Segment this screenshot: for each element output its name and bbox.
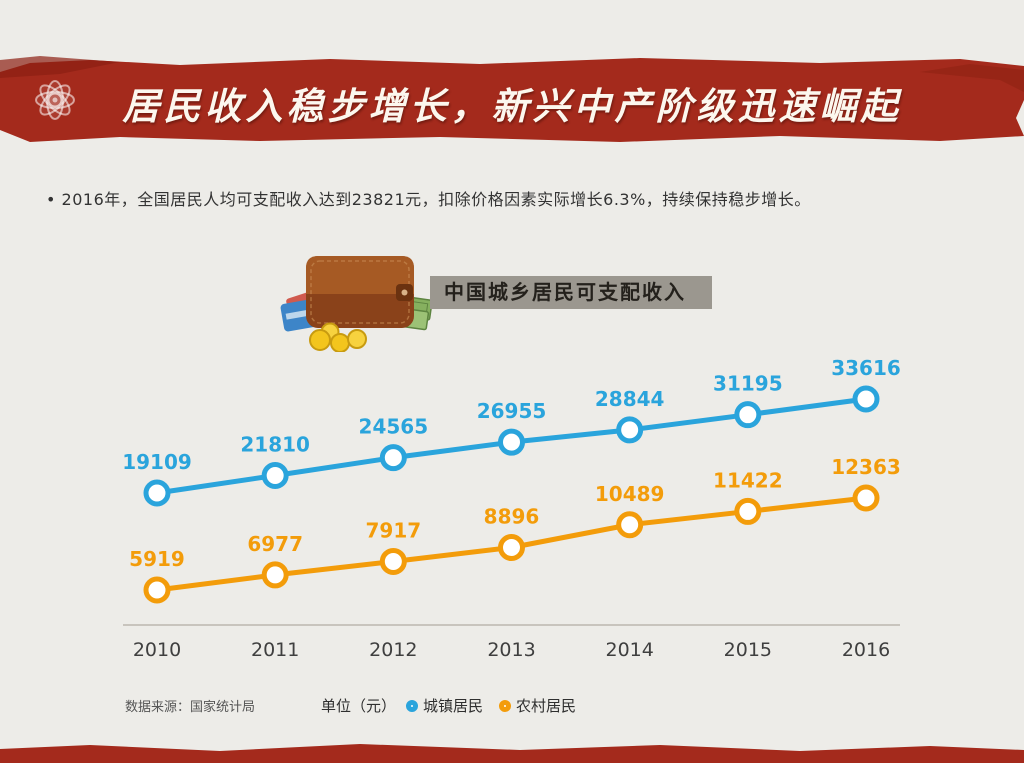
x-tick-label: 2010 <box>133 639 181 661</box>
flower-ornament-icon <box>35 80 75 120</box>
value-label: 5919 <box>129 547 185 571</box>
data-point <box>379 547 407 575</box>
value-label: 11422 <box>713 468 783 492</box>
legend-item-rural: 农村居民 <box>499 695 576 716</box>
data-source-label: 数据来源：国家统计局 <box>125 700 256 715</box>
data-point <box>616 511 644 539</box>
value-label: 31195 <box>713 372 783 396</box>
data-point <box>498 533 525 561</box>
data-point <box>852 385 880 413</box>
value-label: 26955 <box>477 399 547 423</box>
data-point <box>143 576 171 604</box>
value-label: 33616 <box>831 356 901 380</box>
series-line <box>156 495 867 593</box>
data-point <box>852 484 880 512</box>
footer-row: 数据来源：国家统计局 单位（元） 城镇居民 农村居民 <box>125 695 588 716</box>
value-label: 8896 <box>484 504 540 528</box>
chart-title-box: 中国城乡居民可支配收入 <box>430 276 712 309</box>
x-tick-label: 2014 <box>605 639 653 661</box>
value-label: 6977 <box>247 532 303 556</box>
wallet-money-icon <box>280 256 433 352</box>
value-label: 12363 <box>831 455 901 479</box>
value-label: 7917 <box>365 518 421 542</box>
unit-label: 单位（元） <box>321 697 397 715</box>
series-line <box>156 396 867 496</box>
x-tick-label: 2013 <box>487 639 535 661</box>
legend-label-urban: 城镇居民 <box>423 697 484 715</box>
intro-bullet: • 2016年，全国居民人均可支配收入达到23821元，扣除价格因素实际增长6.… <box>46 190 811 209</box>
banner-title: 居民收入稳步增长，新兴中产阶级迅速崛起 <box>122 84 902 128</box>
data-point <box>498 428 525 456</box>
x-tick-label: 2015 <box>724 639 772 661</box>
data-point <box>734 497 762 525</box>
value-label: 28844 <box>595 387 665 411</box>
data-point <box>143 479 171 507</box>
value-label: 21810 <box>240 432 310 456</box>
banner-brush-shape <box>0 58 1024 142</box>
legend-dot-urban <box>406 699 419 712</box>
legend-item-urban: 城镇居民 <box>406 695 483 716</box>
legend-dot-rural <box>499 699 512 712</box>
data-point <box>734 401 762 429</box>
x-tick-label: 2011 <box>251 639 299 661</box>
data-point <box>261 461 289 489</box>
value-label: 10489 <box>595 482 665 506</box>
data-point <box>379 444 407 472</box>
value-label: 24565 <box>359 415 429 439</box>
chart-title: 中国城乡居民可支配收入 <box>444 280 686 304</box>
header-banner <box>0 56 1024 142</box>
data-point <box>261 561 289 589</box>
data-point <box>616 416 644 444</box>
legend-label-rural: 农村居民 <box>516 697 577 715</box>
x-tick-label: 2016 <box>842 639 890 661</box>
footer-bar <box>0 744 1024 763</box>
value-label: 19109 <box>122 450 192 474</box>
x-tick-label: 2012 <box>369 639 417 661</box>
